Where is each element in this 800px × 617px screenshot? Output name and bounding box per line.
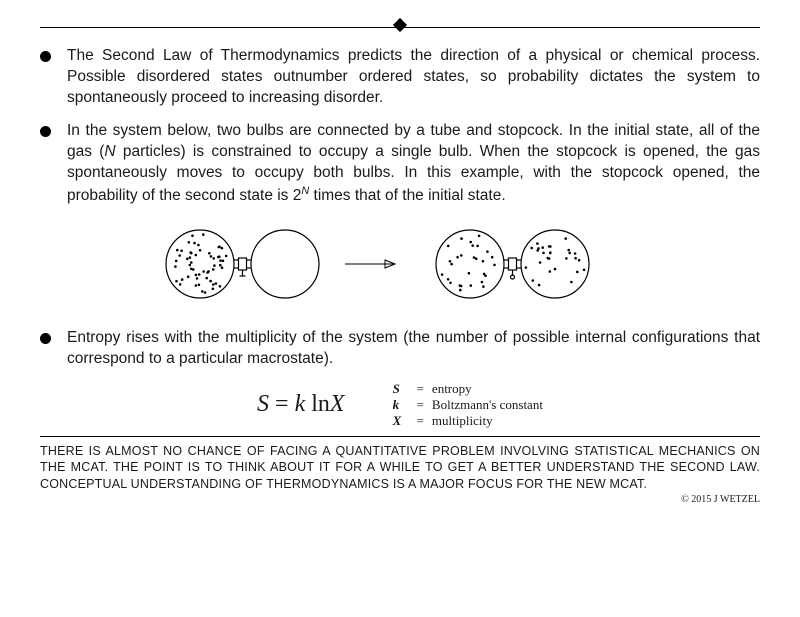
legend-sym: k: [393, 397, 409, 413]
eq-ln: ln: [311, 391, 330, 417]
eq-k: k: [295, 391, 306, 417]
legend-eq: =: [417, 381, 424, 397]
top-divider: [40, 20, 760, 34]
legend-sym: X: [393, 413, 409, 429]
legend-sym: S: [393, 381, 409, 397]
legend-row: X = multiplicity: [393, 413, 543, 429]
b2-post: times that of the initial state.: [309, 187, 505, 204]
bullet-icon: [40, 333, 51, 344]
bullet-1-text: The Second Law of Thermodynamics predict…: [67, 46, 760, 109]
entropy-equation: S = k lnX: [257, 391, 345, 418]
bullet-3: Entropy rises with the multiplicity of t…: [40, 328, 760, 370]
legend-eq: =: [417, 413, 424, 429]
bullet-icon: [40, 51, 51, 62]
eq-X: X: [330, 391, 345, 417]
equation-legend: S = entropy k = Boltzmann's constant X =…: [393, 381, 543, 428]
legend-row: k = Boltzmann's constant: [393, 397, 543, 413]
legend-eq: =: [417, 397, 424, 413]
bullet-2-text: In the system below, two bulbs are conne…: [67, 121, 760, 207]
legend-def: entropy: [432, 381, 472, 397]
b2-N: N: [104, 143, 115, 160]
bullet-1: The Second Law of Thermodynamics predict…: [40, 46, 760, 109]
bulb-diagram: [40, 219, 760, 314]
copyright-text: © 2015 J WETZEL: [40, 494, 760, 505]
equation-row: S = k lnX S = entropy k = Boltzmann's co…: [40, 381, 760, 428]
legend-row: S = entropy: [393, 381, 543, 397]
bulb-svg: [140, 219, 660, 309]
bullet-list: The Second Law of Thermodynamics predict…: [40, 46, 760, 369]
legend-def: multiplicity: [432, 413, 493, 429]
bullet-3-text: Entropy rises with the multiplicity of t…: [67, 328, 760, 370]
eq-S: S: [257, 391, 269, 417]
bullet-icon: [40, 126, 51, 137]
bullet-2: In the system below, two bulbs are conne…: [40, 121, 760, 207]
diamond-icon: [393, 18, 407, 32]
eq-eq: =: [269, 391, 295, 417]
bottom-divider: [40, 436, 760, 437]
footnote-text: THERE IS ALMOST NO CHANCE OF FACING A QU…: [40, 443, 760, 492]
legend-def: Boltzmann's constant: [432, 397, 543, 413]
